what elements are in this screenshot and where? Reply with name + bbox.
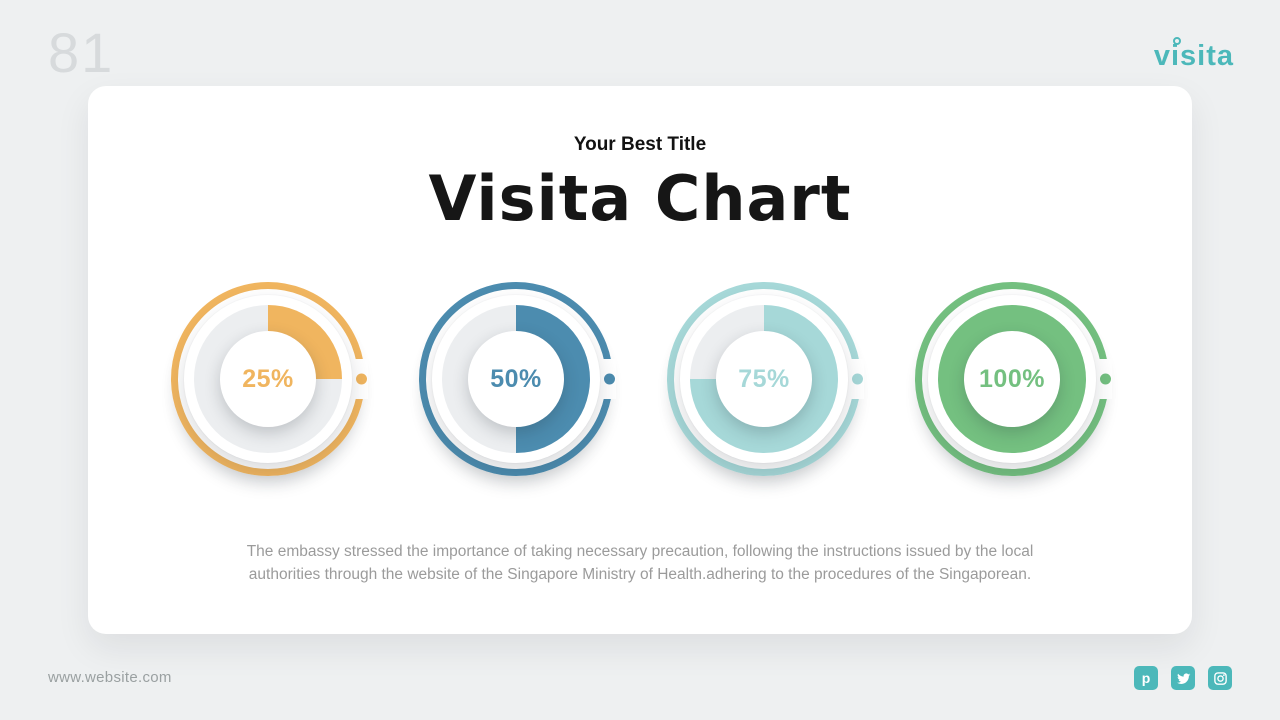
donut-chart: 50%: [416, 279, 616, 479]
donut-percentage: 50%: [490, 364, 542, 393]
donut-center: 50%: [468, 331, 564, 427]
slide-subtitle: Your Best Title: [573, 134, 707, 155]
donut-percentage: 100%: [979, 364, 1045, 393]
instagram-icon: [1213, 671, 1227, 685]
twitter-button[interactable]: [1171, 666, 1195, 690]
donut-ring-dot-icon: [604, 373, 615, 385]
logo-text: visita: [1153, 40, 1234, 72]
logo: visita: [1153, 37, 1234, 73]
donut-chart: 75%: [664, 279, 864, 479]
logo-pin-icon: [1172, 37, 1181, 45]
slide-description: The embassy stressed the importance of t…: [246, 543, 1034, 583]
instagram-button[interactable]: [1208, 666, 1232, 690]
donut-center: 25%: [220, 331, 316, 427]
donut-center: 100%: [964, 331, 1060, 427]
donut-chart: 100%: [912, 279, 1112, 479]
donut-percentage: 75%: [738, 364, 790, 393]
pinterest-button[interactable]: p: [1134, 666, 1158, 690]
pinterest-icon: p: [1141, 670, 1151, 686]
footer-website-link[interactable]: www.website.com: [48, 669, 172, 686]
slide-title: Visita Chart: [428, 162, 852, 235]
donut-disc: 25%: [184, 295, 352, 463]
donut-ring-dot-icon: [1100, 373, 1111, 385]
donut-chart: 25%: [168, 279, 368, 479]
slide-card: Your Best Title Visita Chart 25% 50% 7: [88, 86, 1192, 634]
social-icons: p: [1134, 666, 1232, 690]
donut-percentage: 25%: [242, 364, 294, 393]
donut-ring-dot-icon: [852, 373, 863, 385]
page-number: 81: [48, 21, 115, 84]
donut-disc: 75%: [680, 295, 848, 463]
donut-disc: 100%: [928, 295, 1096, 463]
donut-disc: 50%: [432, 295, 600, 463]
donut-row: 25% 50% 75% 100%: [168, 279, 1112, 479]
donut-center: 75%: [716, 331, 812, 427]
donut-ring-dot-icon: [356, 373, 367, 385]
twitter-icon: [1176, 672, 1190, 684]
